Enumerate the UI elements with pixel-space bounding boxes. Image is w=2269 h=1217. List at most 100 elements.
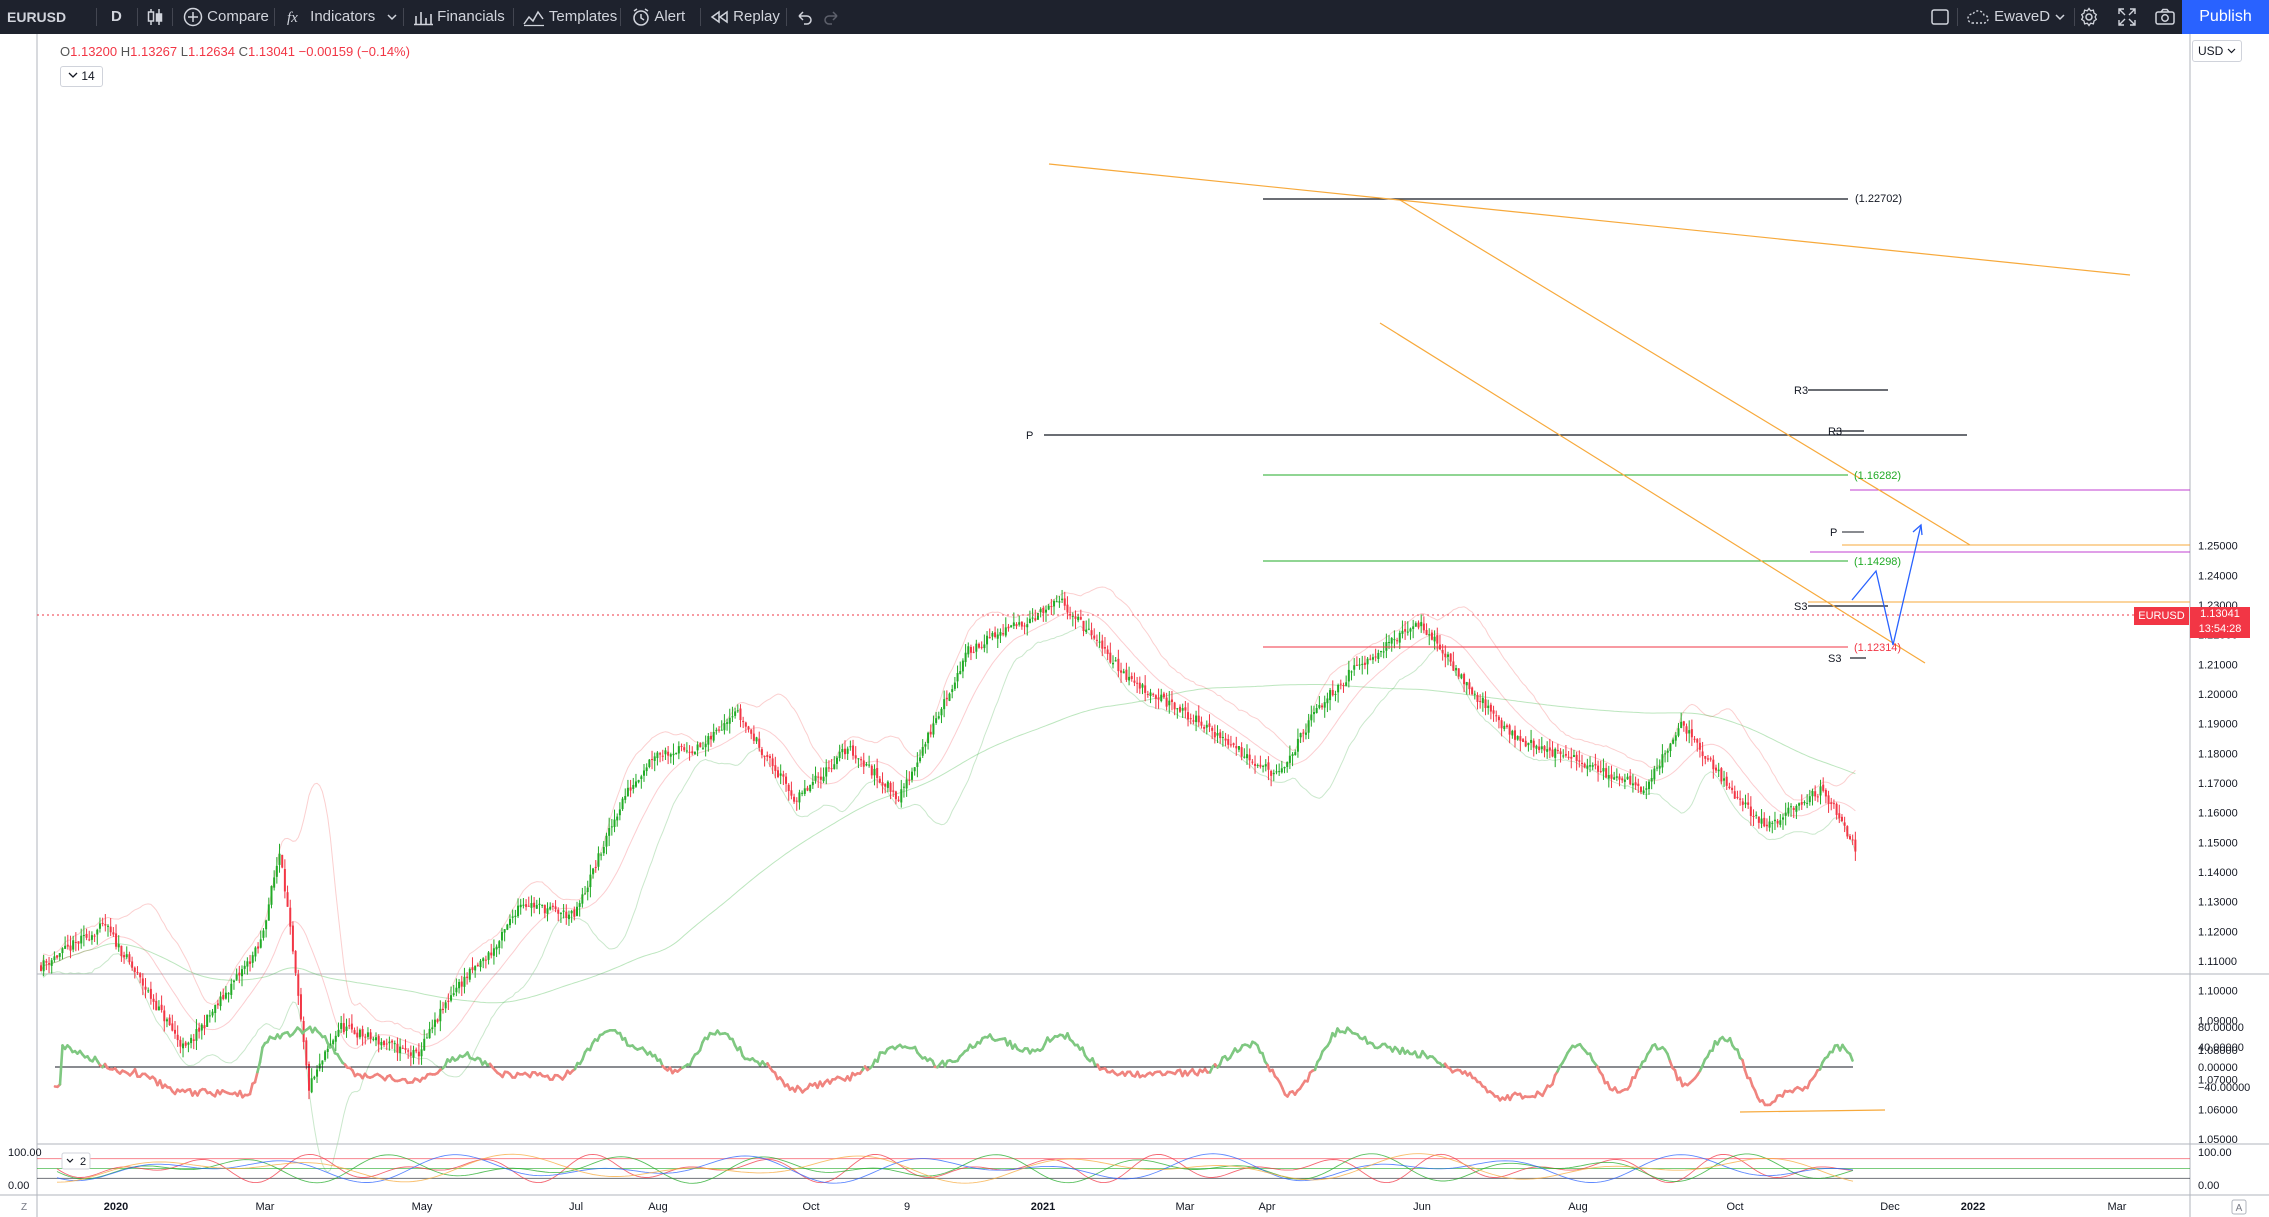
financials-button[interactable]: Financials — [413, 0, 505, 34]
candle-body — [1157, 697, 1160, 700]
currency-select[interactable]: USD — [2192, 40, 2242, 62]
candle-body — [326, 1048, 329, 1052]
candle-body — [224, 992, 227, 999]
oscillator-line-segment — [1601, 1073, 1607, 1085]
candle-body — [782, 774, 785, 777]
long-moving-average-line — [40, 684, 1856, 1004]
auto-scale-button[interactable] — [2231, 1199, 2247, 1215]
candle-body — [1562, 755, 1565, 757]
candle-body — [1232, 743, 1235, 746]
candle-body — [356, 1032, 359, 1038]
interval-button[interactable]: D — [111, 8, 122, 25]
candle-body — [959, 671, 962, 675]
candle-body — [1586, 765, 1589, 769]
candle-body — [107, 925, 109, 927]
candle-body — [90, 935, 93, 940]
candle-body — [484, 959, 487, 961]
candle-body — [1757, 816, 1760, 823]
candle-body — [251, 955, 254, 963]
candle-body — [1843, 822, 1846, 826]
candle-body — [112, 932, 115, 935]
candle-body — [208, 1015, 211, 1017]
candle-body — [680, 745, 683, 747]
candle-body — [1779, 820, 1782, 825]
candle-body — [1773, 819, 1776, 822]
candle-body — [742, 720, 745, 723]
open-label: O — [60, 44, 71, 59]
candle-body — [1331, 689, 1334, 696]
symbol-search[interactable]: EURUSD — [7, 9, 67, 25]
candle-body — [385, 1043, 388, 1045]
candle-body — [1631, 783, 1634, 786]
candle-body — [857, 758, 860, 760]
currency-label: USD — [2198, 44, 2224, 58]
settings-button[interactable] — [2078, 0, 2100, 34]
candle-body — [1447, 654, 1449, 657]
change-value: −0.00159 (−0.14%) — [298, 44, 410, 59]
undo-icon — [798, 11, 812, 25]
candle-body — [308, 1064, 310, 1091]
templates-button[interactable]: Templates — [523, 0, 617, 34]
candle-body — [273, 877, 276, 888]
candle-body — [1154, 695, 1157, 699]
candle-body — [1093, 635, 1096, 639]
chart-type-button[interactable] — [146, 0, 164, 34]
candle-body — [597, 853, 600, 867]
candle-body — [222, 994, 225, 1000]
candle-body — [1224, 738, 1227, 741]
price-axis-tick-label: 1.05000 — [2198, 1134, 2238, 1146]
candle-body — [1674, 735, 1677, 741]
candle-body — [1004, 627, 1007, 636]
candle-body — [1572, 755, 1575, 758]
candle-body — [1334, 693, 1337, 695]
indicators-button[interactable]: fx Indicators — [286, 0, 375, 34]
candle-body — [243, 965, 246, 969]
candle-body — [1023, 625, 1026, 627]
candle-body — [790, 790, 793, 796]
candle-body — [1430, 632, 1433, 640]
chart-canvas[interactable]: (1.22702) (1.16282) (1.14298) (1.12314) P R3 R… — [0, 34, 2269, 1217]
snapshot-button[interactable] — [2154, 0, 2176, 34]
candle-body — [1441, 649, 1444, 654]
candle-body — [125, 954, 128, 958]
candle-body — [160, 1004, 163, 1011]
oscillator-line-segment — [1711, 1040, 1717, 1052]
undo-button[interactable] — [795, 0, 813, 34]
candle-body — [1838, 813, 1841, 819]
candle-body — [1262, 765, 1265, 767]
toolbar-divider — [620, 8, 621, 26]
indicator-legend-toggle[interactable]: 14 — [60, 66, 103, 87]
candle-body — [1176, 708, 1179, 710]
alert-button[interactable]: Alert — [631, 0, 685, 34]
fullscreen-button[interactable] — [2117, 0, 2137, 34]
stoch-legend-toggle[interactable] — [61, 1152, 91, 1170]
candle-body — [380, 1041, 383, 1046]
layout-button[interactable]: EwaveD — [1966, 0, 2066, 34]
candle-body — [157, 1006, 160, 1011]
candle-body — [940, 708, 943, 716]
pivot-r3-label: R3 — [1828, 426, 1842, 438]
fullscreen-select-button[interactable] — [1930, 0, 1950, 34]
candle-body — [817, 776, 820, 778]
candle-body — [332, 1040, 335, 1045]
candle-body — [366, 1032, 369, 1037]
candle-body — [1522, 739, 1525, 742]
publish-button[interactable]: Publish — [2182, 0, 2269, 34]
candle-body — [999, 632, 1002, 636]
candle-body — [1355, 664, 1358, 666]
open-value: 1.13200 — [70, 44, 118, 59]
redo-button[interactable] — [823, 0, 841, 34]
candle-body — [1433, 636, 1436, 642]
replay-button[interactable]: Replay — [709, 0, 780, 34]
compare-button[interactable]: Compare — [183, 0, 269, 34]
oscillator-line-segment — [1743, 1068, 1749, 1080]
candle-body — [1337, 684, 1340, 693]
indicators-dropdown[interactable] — [386, 0, 398, 34]
candle-body — [610, 826, 613, 828]
candle-body — [412, 1050, 415, 1058]
candle-body — [1497, 716, 1500, 721]
candle-body — [428, 1028, 431, 1039]
oscillator-line-segment — [1081, 1046, 1087, 1057]
candle-body — [490, 952, 493, 956]
candle-body — [634, 781, 637, 787]
